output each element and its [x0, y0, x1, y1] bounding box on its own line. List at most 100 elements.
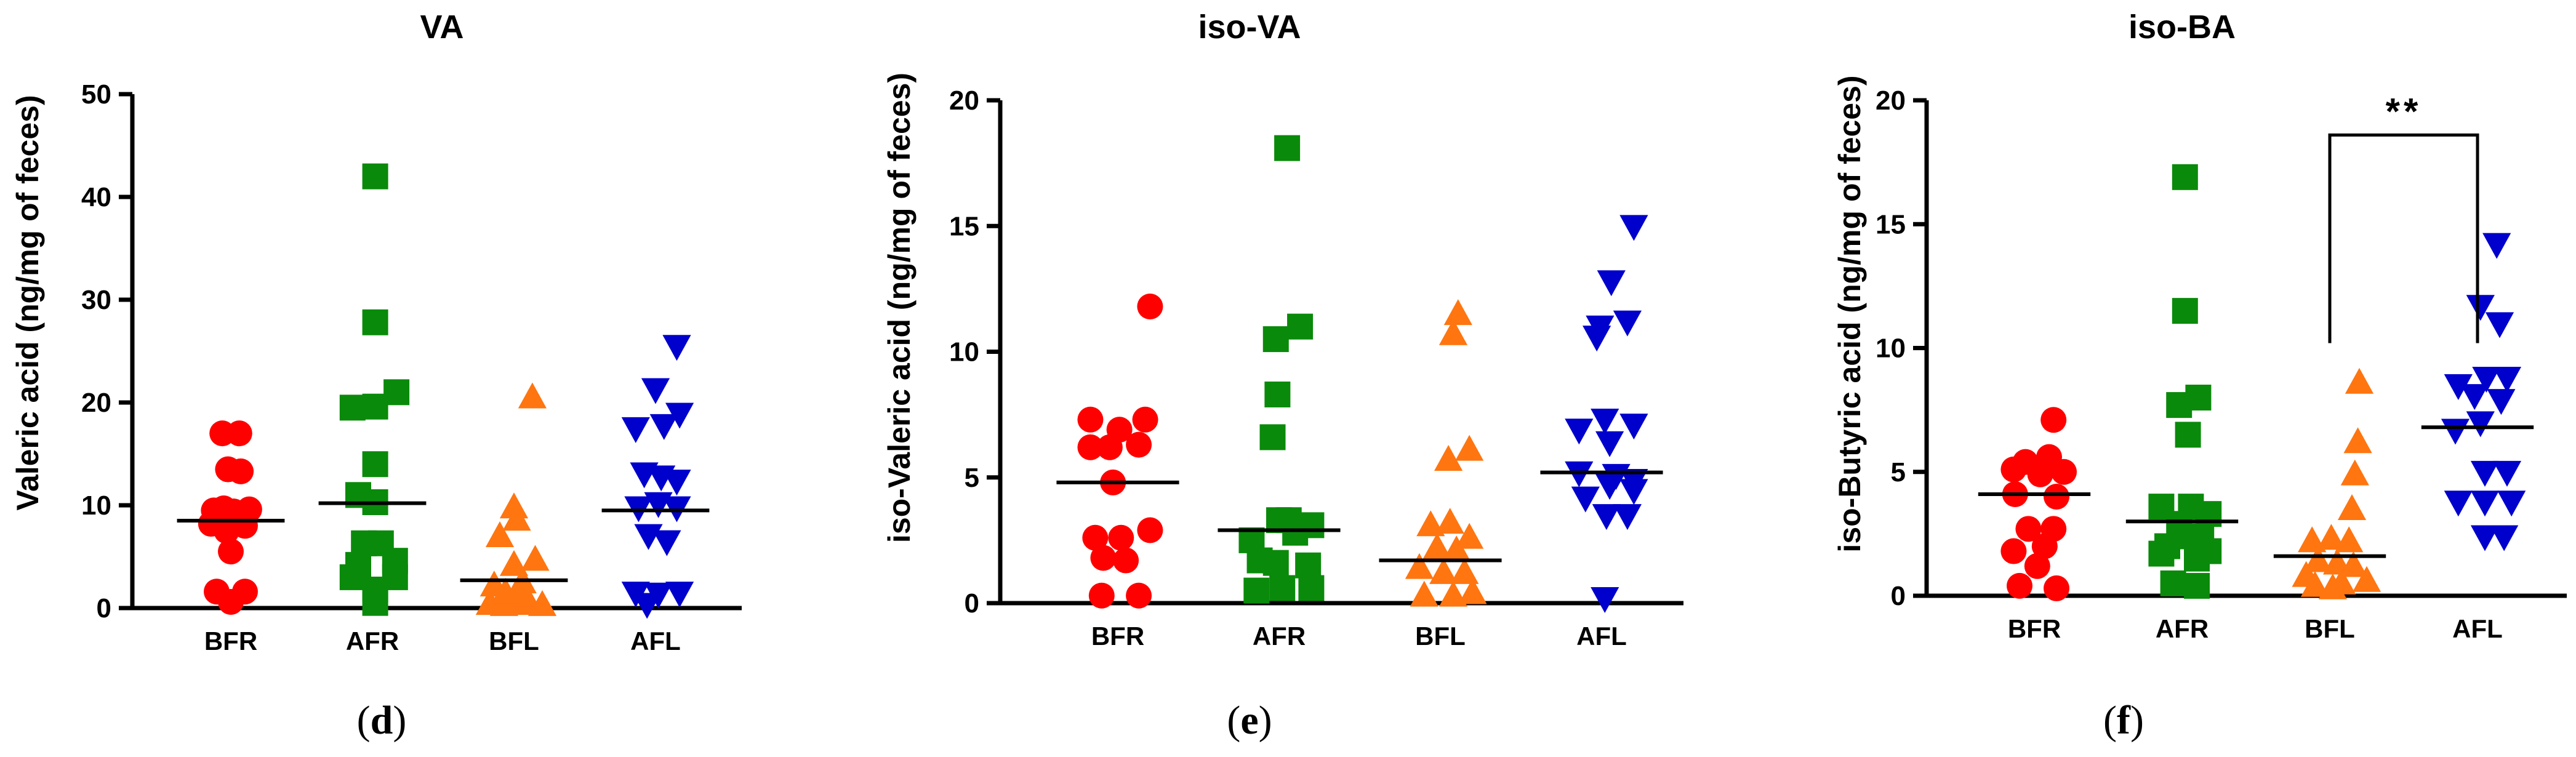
data-point-afr	[383, 379, 410, 406]
x-tick-label: AFL	[2452, 614, 2503, 643]
data-point-bfr	[2007, 572, 2032, 599]
data-point-bfr	[2051, 459, 2077, 485]
data-point-bfl	[2303, 546, 2332, 572]
x-tick-label: BFL	[489, 627, 539, 655]
significance-bracket	[2328, 133, 2479, 343]
data-point-afl	[2460, 384, 2489, 411]
data-point-bfl	[1405, 553, 1434, 579]
data-point-afr	[362, 309, 388, 335]
data-point-afl	[2470, 525, 2500, 551]
data-point-afl	[2466, 411, 2495, 438]
data-point-bfl	[2343, 427, 2372, 454]
data-point-afl	[621, 417, 650, 443]
data-point-afl	[2487, 389, 2516, 415]
data-point-bfl	[528, 590, 557, 616]
y-tick-label: 15	[1876, 209, 1906, 239]
data-point-bfr	[1113, 547, 1139, 574]
y-tick-label: 10	[81, 491, 111, 521]
data-point-afr	[1259, 424, 1286, 451]
data-point-afl	[1619, 414, 1648, 440]
data-point-afl	[1597, 270, 1626, 297]
chart-title: iso-VA	[1198, 9, 1301, 46]
data-point-bfl	[1429, 558, 1458, 584]
data-point-bfl	[2300, 571, 2330, 597]
x-tick-label: AFR	[1253, 622, 1306, 651]
data-point-afr	[1282, 519, 1309, 546]
data-point-bfl	[2352, 566, 2381, 592]
data-point-afl	[649, 414, 678, 440]
data-point-afr	[2160, 570, 2186, 596]
data-point-bfl	[2340, 459, 2369, 486]
data-point-bfr	[2024, 553, 2050, 579]
data-point-bfr	[2027, 461, 2053, 487]
data-point-bfr	[1077, 434, 1104, 460]
data-point-bfr	[2040, 407, 2067, 433]
data-point-afr	[339, 564, 366, 590]
data-point-afr	[1274, 135, 1301, 161]
data-point-afl	[2444, 491, 2473, 517]
x-tick-label: AFR	[2156, 614, 2209, 643]
data-point-afl	[633, 593, 662, 619]
panel-va: VA Valeric acid (ng/mg of feces) (d) 0 10…	[10, 9, 742, 743]
data-point-afl	[1613, 310, 1642, 337]
panel-iso-va: iso-VA iso-Valeric acid (ng/mg of feces)…	[882, 9, 1683, 743]
y-tick-label: 0	[1891, 581, 1906, 611]
data-point-afr	[2148, 540, 2175, 567]
data-point-bfr	[218, 588, 244, 615]
panel-iso-ba: iso-BA iso-Butyric acid (ng/mg of feces)…	[1832, 9, 2567, 743]
data-point-bfl	[2317, 524, 2346, 550]
data-point-afl	[1591, 408, 1619, 435]
data-point-afr	[362, 451, 388, 478]
data-point-bfr	[2044, 575, 2069, 601]
data-point-afl	[1619, 215, 1648, 241]
data-point-afr	[1243, 577, 1270, 604]
significance-label: **	[2386, 90, 2422, 132]
data-point-afr	[362, 163, 388, 190]
panel-label: (f)	[2103, 698, 2144, 743]
data-point-afr	[1264, 381, 1291, 407]
data-point-afl	[1591, 587, 1619, 613]
data-point-bfl	[1458, 578, 1487, 604]
y-tick-label: 20	[1876, 86, 1906, 116]
data-point-afl	[652, 530, 681, 556]
chart-title: VA	[420, 9, 463, 46]
data-point-bfl	[2318, 573, 2347, 599]
data-point-bfr	[2031, 533, 2058, 559]
data-point-afr	[2166, 392, 2193, 419]
data-point-afl	[641, 378, 670, 404]
data-point-afl	[1565, 419, 1594, 445]
panel-label: (d)	[357, 698, 407, 743]
data-point-afr	[1262, 326, 1289, 353]
data-point-bfl	[499, 492, 529, 519]
x-tick-label: AFL	[630, 627, 681, 655]
data-point-afr	[339, 395, 366, 421]
data-point-bfl	[1434, 445, 1463, 471]
data-point-bfr	[1096, 434, 1123, 460]
data-point-afr	[1298, 575, 1325, 601]
y-tick-label: 5	[1891, 457, 1906, 487]
data-point-afl	[1583, 326, 1611, 352]
data-point-afr	[362, 590, 388, 616]
data-point-afr	[2172, 164, 2198, 190]
data-point-bfl	[1450, 558, 1479, 584]
data-point-afl	[1571, 486, 1600, 513]
data-point-bfl	[502, 505, 531, 531]
data-point-bfl	[1410, 580, 1438, 607]
data-point-afl	[662, 335, 691, 361]
y-axis-label: iso-Valeric acid (ng/mg of feces)	[882, 73, 917, 543]
data-point-afr	[2184, 545, 2210, 572]
data-point-afl	[662, 470, 691, 496]
data-point-afl	[2466, 295, 2495, 321]
data-point-bfl	[1442, 535, 1471, 562]
data-point-afl	[1595, 474, 1624, 500]
x-tick-label: BFR	[1091, 622, 1144, 651]
data-point-bfr	[2044, 484, 2069, 510]
y-axis-label: iso-Butyric acid (ng/mg of feces)	[1832, 75, 1867, 552]
y-tick-label: 5	[965, 463, 979, 493]
x-tick-label: BFR	[204, 627, 257, 655]
data-point-afl	[2490, 525, 2519, 551]
data-point-afr	[1269, 575, 1296, 601]
y-tick-label: 40	[81, 182, 111, 212]
data-point-bfl	[1438, 319, 1468, 345]
data-point-bfl	[521, 545, 550, 571]
